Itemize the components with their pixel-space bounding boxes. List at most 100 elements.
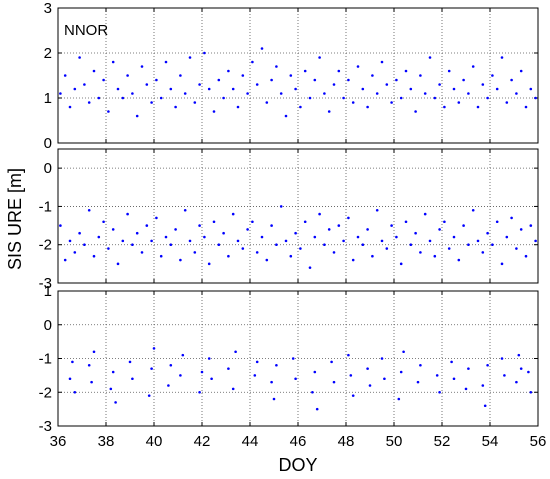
data-point [116, 87, 120, 91]
data-point [71, 360, 74, 364]
y-tick-label: 0 [44, 135, 52, 152]
data-point [169, 243, 173, 247]
data-point [462, 78, 465, 82]
data-point [203, 235, 206, 239]
x-axis-label: DOY [278, 455, 317, 475]
data-point [111, 370, 115, 374]
data-point [371, 254, 374, 258]
y-tick-label: 1 [44, 90, 52, 107]
data-point [241, 74, 245, 77]
data-point [87, 363, 91, 367]
data-point [397, 397, 401, 401]
data-point [275, 243, 278, 247]
data-point [318, 56, 321, 59]
data-point [476, 239, 480, 243]
data-point [207, 262, 211, 266]
data-point [383, 377, 386, 381]
y-tick-label: 1 [44, 283, 52, 300]
data-point [443, 220, 446, 224]
data-point [313, 78, 317, 82]
data-point [505, 235, 509, 239]
data-point [231, 212, 235, 216]
data-point [500, 262, 504, 266]
data-point [356, 235, 360, 239]
data-point [231, 387, 235, 391]
data-point [145, 224, 149, 227]
data-point [371, 74, 374, 77]
data-point [231, 87, 235, 91]
data-point [107, 247, 110, 250]
data-point [275, 363, 278, 367]
data-point [140, 251, 144, 254]
data-point [200, 370, 204, 374]
data-point [342, 96, 345, 100]
data-point [111, 60, 115, 64]
data-point [483, 404, 487, 408]
data-point [438, 228, 441, 231]
data-point [147, 394, 151, 397]
data-point [284, 114, 288, 118]
panel-annotation: NNOR [64, 22, 108, 39]
data-point [337, 224, 341, 227]
data-point [198, 390, 201, 394]
data-point [128, 360, 132, 364]
data-point [63, 258, 67, 262]
data-point [462, 224, 465, 227]
y-tick-label: -2 [39, 237, 52, 254]
data-point [198, 83, 201, 86]
data-point [246, 92, 249, 95]
data-point [452, 87, 456, 91]
data-point [275, 65, 278, 68]
data-point [114, 401, 117, 404]
data-point [481, 83, 485, 86]
data-point [467, 243, 470, 247]
data-point [246, 228, 249, 231]
data-point [188, 56, 192, 59]
data-point [270, 380, 273, 384]
data-point [503, 374, 506, 377]
data-point [159, 254, 163, 258]
data-point [116, 262, 120, 266]
y-tick-label: -1 [39, 351, 52, 368]
data-point [251, 220, 254, 224]
data-point [203, 51, 206, 55]
data-point [92, 254, 96, 258]
data-point [529, 390, 533, 394]
data-point [327, 110, 331, 113]
data-point [159, 96, 163, 100]
data-point [179, 374, 182, 377]
data-point [361, 243, 365, 247]
data-point [313, 370, 317, 374]
data-point [308, 266, 312, 269]
data-point [395, 235, 398, 239]
data-point [236, 105, 240, 109]
data-point [486, 231, 489, 235]
data-point [279, 92, 283, 95]
data-point [366, 105, 369, 109]
data-point [491, 74, 494, 77]
data-point [500, 357, 504, 360]
data-point [68, 105, 72, 109]
data-point [97, 96, 101, 100]
data-point [414, 231, 417, 235]
data-point [385, 247, 389, 250]
data-point [495, 87, 499, 91]
data-point [198, 224, 201, 227]
data-point [416, 380, 420, 384]
data-point [78, 56, 81, 59]
data-point [476, 105, 480, 109]
data-point [447, 69, 451, 73]
data-point [486, 363, 489, 367]
data-point [183, 92, 187, 95]
data-point [284, 239, 288, 243]
data-point [342, 239, 345, 243]
data-point [210, 377, 213, 381]
data-point [318, 212, 321, 216]
data-point [193, 101, 197, 104]
x-tick-label: 36 [50, 433, 67, 450]
data-point [428, 239, 432, 243]
data-point [102, 220, 105, 224]
data-point [524, 254, 528, 258]
data-point [443, 105, 446, 109]
